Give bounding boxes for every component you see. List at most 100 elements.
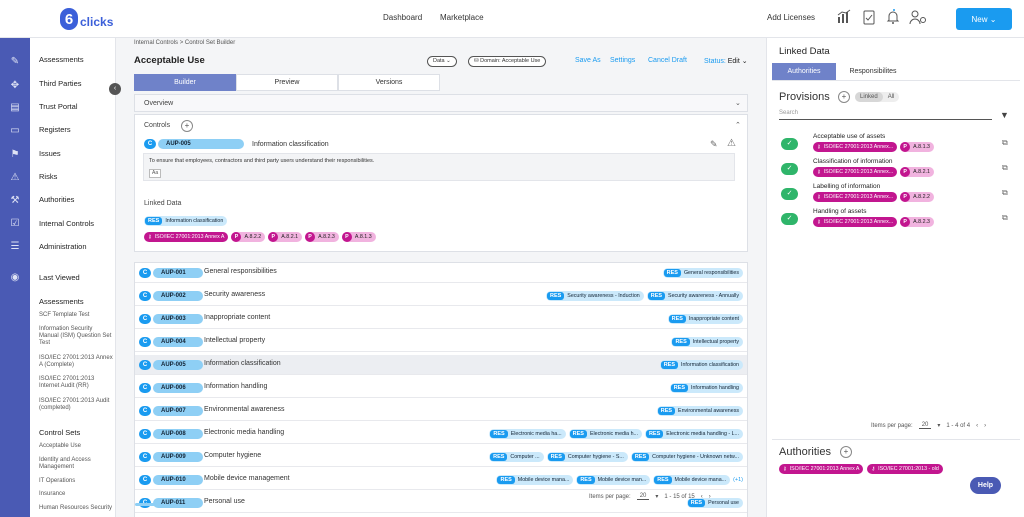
provision-item[interactable]: ✓ Classification of information ⚷ ISO/IEC 2… (779, 158, 1019, 180)
user-settings-icon[interactable] (909, 9, 927, 27)
provision-item[interactable]: ✓ Handling of assets ⚷ ISO/IEC 27001:2013 A… (779, 208, 1019, 230)
chevron-up-icon[interactable]: ⌃ (735, 122, 741, 129)
linked-res[interactable]: RES Information classification (144, 216, 228, 226)
cancel-draft-button[interactable]: Cancel Draft (648, 57, 687, 64)
new-button[interactable]: New ⌄ (956, 8, 1012, 30)
res-pill[interactable]: RES Computer hygiene - Unknown netw... (630, 452, 743, 462)
iso-pill[interactable]: ⚷ ISO/IEC 27001:2013 Annex... (813, 217, 898, 227)
table-row[interactable]: C AUP-004 Intellectual property RES Intellec… (135, 332, 747, 352)
sidebar-item-assessments[interactable]: Assessments (39, 55, 84, 64)
gavel-icon[interactable]: ⚒ (10, 195, 20, 206)
authority-pill[interactable]: ⚷ ISO/IEC 27001:2013 - old (867, 464, 943, 474)
recent-control-set[interactable]: Human Resources Security (39, 505, 113, 511)
data-dropdown[interactable]: Data ⌄ (427, 56, 457, 67)
document-lock-icon[interactable]: ▤ (10, 102, 20, 113)
table-row[interactable]: C AUP-008 Electronic media handling RES Elec… (135, 424, 747, 444)
table-row[interactable]: C AUP-001 General responsibilities RES Gener… (135, 263, 747, 283)
nav-marketplace[interactable]: Marketplace (440, 13, 484, 22)
table-row[interactable]: C AUP-007 Environmental awareness RES Enviro… (135, 401, 747, 421)
prev-page-icon[interactable]: ‹ (700, 493, 703, 500)
add-provision-button[interactable]: + (838, 91, 850, 103)
provision-pill[interactable]: P A.8.2.2 (231, 232, 266, 242)
caret-down-icon[interactable]: ▾ (655, 494, 659, 500)
overview-section[interactable]: Overview ⌄ (134, 94, 748, 112)
res-pill[interactable]: RES Security awareness - Annually (646, 291, 743, 301)
register-icon[interactable]: ▭ (10, 125, 20, 136)
res-pill[interactable]: RES Computer hygiene - S... (546, 452, 628, 462)
recent-control-set[interactable]: Identity and Access Management (39, 457, 91, 470)
collapse-sidebar-button[interactable]: ‹ (109, 83, 121, 95)
recent-assessment[interactable]: ISO/IEC 27001:2013 Annex A (Complete) (39, 355, 113, 368)
caret-down-icon[interactable]: ▾ (937, 423, 941, 429)
tab-preview[interactable]: Preview (236, 74, 338, 91)
clipboard-icon[interactable] (860, 9, 878, 27)
search-input[interactable]: Search (779, 108, 992, 120)
iso-pill[interactable]: ⚷ ISO/IEC 27001:2013 Annex... (813, 142, 898, 152)
recent-control-set[interactable]: IT Operations (39, 478, 76, 484)
toggle-linked[interactable]: Linked (855, 92, 883, 102)
external-link-icon[interactable]: ⧉ (1002, 213, 1008, 222)
per-page-select[interactable]: 20 (636, 493, 650, 500)
res-pill[interactable]: RES Environmental awareness (656, 406, 743, 416)
check-icon[interactable]: ✓ (781, 213, 798, 225)
settings-button[interactable]: Settings (610, 57, 636, 64)
res-pill[interactable]: RES Intellectual property (671, 337, 743, 347)
table-row[interactable]: C AUP-009 Computer hygiene RES Computer ... R… (135, 447, 747, 467)
res-pill[interactable]: RES Mobile device man... (576, 475, 651, 485)
external-link-icon[interactable]: ⧉ (1002, 188, 1008, 197)
controls-icon[interactable]: ☑ (10, 218, 20, 229)
tab-authorities[interactable]: Authorities (772, 63, 836, 80)
issue-icon[interactable]: ⚑ (10, 149, 20, 160)
res-pill[interactable]: RES Personal use (686, 498, 743, 508)
sidebar-item-internal-controls[interactable]: Internal Controls (39, 219, 95, 228)
external-link-icon[interactable]: ⧉ (1002, 163, 1008, 172)
sidebar-item-administration[interactable]: Administration (39, 242, 87, 251)
logo[interactable]: 6 clicks (60, 8, 113, 30)
sidebar-item-registers[interactable]: Registers (39, 125, 71, 134)
res-pill[interactable]: RES Computer ... (489, 452, 544, 462)
filter-icon[interactable]: ▼ (1000, 110, 1009, 120)
recent-assessment[interactable]: ISO/IEC 27001:2013 Internet Audit (RR) (39, 376, 95, 389)
iso-pill[interactable]: ⚷ ISO/IEC 27001:2013 Annex... (813, 192, 898, 202)
help-button[interactable]: Help (970, 477, 1001, 494)
status-dropdown[interactable]: Status: Edit ⌄ (704, 57, 748, 65)
domain-dropdown[interactable]: ⛁ Domain: Acceptable Use (468, 56, 547, 67)
check-icon[interactable]: ✓ (781, 188, 798, 200)
warning-icon[interactable]: ⚠ (727, 138, 736, 149)
tab-builder[interactable]: Builder (134, 74, 236, 91)
provision-pill[interactable]: P A.8.2.3 (305, 232, 339, 242)
control-description[interactable]: To ensure that employees, contractors an… (143, 153, 735, 181)
res-pill[interactable]: RES Electronic media handling - L... (644, 429, 743, 439)
risk-icon[interactable]: ⚠ (10, 172, 20, 183)
provision-pill[interactable]: P A.8.2.2 (900, 192, 934, 202)
sidebar-item-third-parties[interactable]: Third Parties (39, 79, 82, 88)
check-icon[interactable]: ✓ (781, 163, 798, 175)
edit-icon[interactable]: ✎ (10, 56, 20, 67)
save-as-button[interactable]: Save As (575, 57, 601, 64)
sidebar-item-authorities[interactable]: Authorities (39, 195, 75, 204)
check-icon[interactable]: ✓ (781, 138, 798, 150)
res-pill[interactable]: RES Inappropriate content (667, 314, 743, 324)
res-pill[interactable]: RES Information handling (669, 383, 743, 393)
sidebar-item-risks[interactable]: Risks (39, 172, 58, 181)
external-link-icon[interactable]: ⧉ (1002, 138, 1008, 147)
iso-pill[interactable]: ⚷ ISO/IEC 27001:2013 Annex... (813, 167, 898, 177)
res-pill[interactable]: RES Electronic media h... (568, 429, 642, 439)
table-row[interactable]: C AUP-005 Information classification RES Inf… (135, 355, 747, 375)
bell-icon[interactable] (884, 9, 902, 27)
handshake-icon[interactable]: ✥ (10, 80, 20, 91)
provision-pill[interactable]: P A.8.2.1 (268, 232, 303, 242)
selected-control[interactable]: C AUP-005 Information classification (144, 139, 329, 149)
next-page-icon[interactable]: › (708, 493, 711, 500)
table-row[interactable]: C AUP-002 Security awareness RES Security aw… (135, 286, 747, 306)
recent-assessment[interactable]: SCF Template Test (39, 312, 90, 318)
table-row[interactable]: C AUP-006 Information handling RES Informati… (135, 378, 747, 398)
recent-assessment[interactable]: Information Security Manual (ISM) Questi… (39, 326, 112, 346)
tab-responsibilities[interactable]: Responsibilites (849, 68, 897, 75)
provision-pill[interactable]: P A.8.1.3 (900, 142, 934, 152)
tab-versions[interactable]: Versions (338, 74, 440, 91)
breadcrumb[interactable]: Internal Controls > Control Set Builder (134, 40, 236, 46)
recent-assessment[interactable]: ISO/IEC 27001:2013 Audit (completed) (39, 398, 110, 411)
res-pill[interactable]: RES Mobile device mana... (653, 475, 731, 485)
sliders-icon[interactable]: ☰ (10, 241, 20, 252)
